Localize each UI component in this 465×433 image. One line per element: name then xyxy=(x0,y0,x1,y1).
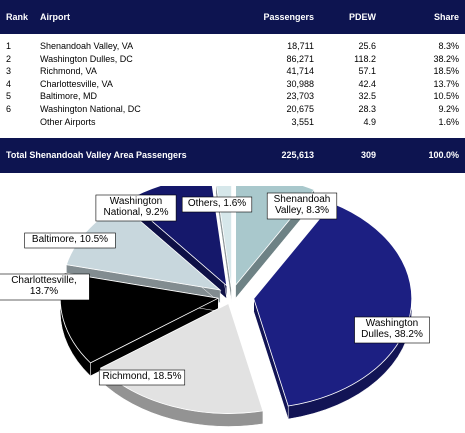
label-others: Others, 1.6% xyxy=(181,196,253,213)
cell-airport: Charlottesville, VA xyxy=(40,78,113,89)
slice-charlottesville xyxy=(59,272,220,377)
total-label: Total Shenandoah Valley Area Passengers xyxy=(0,136,220,174)
label-text: National, 9.2% xyxy=(103,207,168,218)
slice-richmond xyxy=(99,302,264,427)
total-passengers: 225,613 xyxy=(220,136,320,174)
cell-rank xyxy=(0,116,34,138)
cell-pdew: 118.2 xyxy=(354,53,376,64)
cell-share: 1.6% xyxy=(438,116,459,127)
cell-share: 10.5% xyxy=(433,91,459,102)
cell-pdew: 57.1 xyxy=(358,66,376,77)
label-box xyxy=(98,369,186,386)
airport-share-table: Rank Airport Passengers PDEW Share 1 She… xyxy=(0,0,465,186)
total-share: 100.0% xyxy=(382,136,465,174)
cell-passengers: 18,711 xyxy=(287,41,314,51)
cell-passengers: 20,675 xyxy=(286,103,314,114)
cell-passengers: 30,988 xyxy=(286,78,314,89)
label-text: Dulles, 38.2% xyxy=(361,329,423,340)
airport-table: Rank Airport Passengers PDEW Share 1 She… xyxy=(0,0,465,174)
label-box xyxy=(181,196,253,213)
cell-passengers: 3,551 xyxy=(291,116,314,127)
table-total-row: Total Shenandoah Valley Area Passengers … xyxy=(0,136,465,174)
header-rank: Rank xyxy=(6,12,29,22)
cell-passengers: 86,271 xyxy=(286,53,314,64)
cell-rank: 1 xyxy=(6,41,12,51)
label-box xyxy=(0,273,90,301)
header-airport: Airport xyxy=(40,12,70,22)
cell-airport: Washington Dulles, DC xyxy=(40,53,133,64)
label-box xyxy=(95,194,177,222)
table-row: 5 Baltimore, MD 23,703 32.5 10.5% xyxy=(0,90,465,103)
cell-pdew: 42.4 xyxy=(358,78,376,89)
cell-share: 18.5% xyxy=(433,66,459,77)
cell-pdew: 25.6 xyxy=(358,41,376,51)
cell-share: 8.3% xyxy=(438,41,459,51)
label-text: Baltimore, 10.5% xyxy=(32,234,108,245)
cell-share: 13.7% xyxy=(433,78,459,89)
cell-passengers: 23,703 xyxy=(286,91,314,102)
table-row: 1 Shenandoah Valley, VA 18,711 25.6 8.3% xyxy=(0,34,465,53)
label-text: Richmond, 18.5% xyxy=(103,371,182,382)
cell-pdew: 28.3 xyxy=(358,103,376,114)
label-text: Charlottesville, xyxy=(11,275,77,286)
table-header-row: Rank Airport Passengers PDEW Share xyxy=(0,0,465,34)
label-charlottesville: Charlottesville,13.7% xyxy=(0,273,90,301)
table-row: 4 Charlottesville, VA 30,988 42.4 13.7% xyxy=(0,78,465,91)
cell-rank: 2 xyxy=(6,53,12,64)
cell-passengers: 41,714 xyxy=(286,66,314,77)
cell-pdew: 32.5 xyxy=(358,91,376,102)
table-row: 3 Richmond, VA 41,714 57.1 18.5% xyxy=(0,65,465,78)
cell-share: 38.2% xyxy=(433,53,459,64)
cell-rank: 4 xyxy=(6,78,12,89)
header-pdew: PDEW xyxy=(349,12,376,22)
cell-airport: Shenandoah Valley, VA xyxy=(40,41,134,51)
table-row: Other Airports 3,551 4.9 1.6% xyxy=(0,116,465,138)
label-baltimore: Baltimore, 10.5% xyxy=(24,232,116,249)
cell-rank: 6 xyxy=(6,103,12,114)
cell-rank: 3 xyxy=(6,66,12,77)
label-box xyxy=(24,232,116,249)
label-text: 13.7% xyxy=(30,286,58,297)
header-share: Share xyxy=(433,12,459,22)
total-pdew: 309 xyxy=(320,136,382,174)
cell-rank: 5 xyxy=(6,91,12,102)
cell-share: 9.2% xyxy=(438,103,459,114)
label-box xyxy=(266,192,338,220)
label-text: Washington xyxy=(366,318,418,329)
slice-baltimore xyxy=(65,203,222,304)
label-text: Valley, 8.3% xyxy=(275,205,329,216)
cell-airport: Washington National, DC xyxy=(40,103,141,114)
cell-airport: Baltimore, MD xyxy=(40,91,98,102)
cell-airport: Richmond, VA xyxy=(40,66,97,77)
table-row: 6 Washington National, DC 20,675 28.3 9.… xyxy=(0,103,465,116)
label-text: Others, 1.6% xyxy=(188,198,246,209)
label-text: Shenandoah xyxy=(274,194,331,205)
table-row: 2 Washington Dulles, DC 86,271 118.2 38.… xyxy=(0,53,465,66)
label-text: Washington xyxy=(110,196,162,207)
slice-washington-dulles xyxy=(253,202,413,420)
label-box xyxy=(354,316,430,344)
cell-pdew: 4.9 xyxy=(363,116,376,127)
header-passengers: Passengers xyxy=(263,12,314,22)
label-richmond: Richmond, 18.5% xyxy=(98,369,186,386)
cell-airport: Other Airports xyxy=(40,116,96,127)
